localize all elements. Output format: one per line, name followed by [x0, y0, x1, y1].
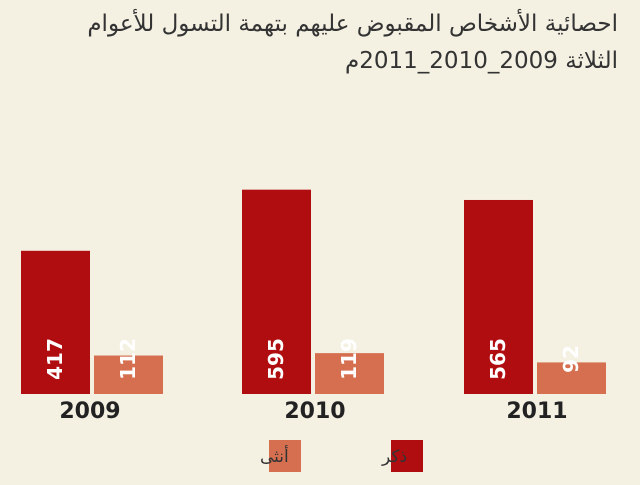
value-label-female-2010: 119 — [337, 338, 361, 380]
chart-title-line-1: احصائية الأشخاص المقبوض عليهم بتهمة التس… — [87, 11, 618, 37]
bar-female-2010 — [315, 353, 384, 394]
value-label-female-2011: 92 — [559, 345, 583, 373]
legend-label-female: أنثى — [260, 445, 289, 467]
bar-female-2009 — [94, 355, 163, 394]
bar-male-2009 — [21, 250, 90, 394]
chart-title: احصائية الأشخاص المقبوض عليهم بتهمة التس… — [18, 6, 618, 80]
value-label-male-2009: 417 — [43, 338, 67, 380]
legend-swatch-female — [269, 440, 301, 472]
legend-swatch-male — [391, 440, 423, 472]
year-label-2010: 2010 — [284, 399, 345, 424]
legend-label-male: ذكر — [381, 447, 407, 467]
year-label-2009: 2009 — [59, 399, 120, 424]
bar-female-2011 — [537, 362, 606, 394]
value-label-male-2010: 595 — [264, 338, 288, 380]
bar-male-2011 — [464, 199, 533, 394]
year-label-2011: 2011 — [506, 399, 567, 424]
value-label-male-2011: 565 — [486, 338, 510, 380]
chart-title-line-2: الثلاثة 2009_2010_2011م — [345, 48, 618, 74]
value-label-female-2009: 112 — [116, 338, 140, 380]
bar-male-2010 — [242, 189, 311, 394]
